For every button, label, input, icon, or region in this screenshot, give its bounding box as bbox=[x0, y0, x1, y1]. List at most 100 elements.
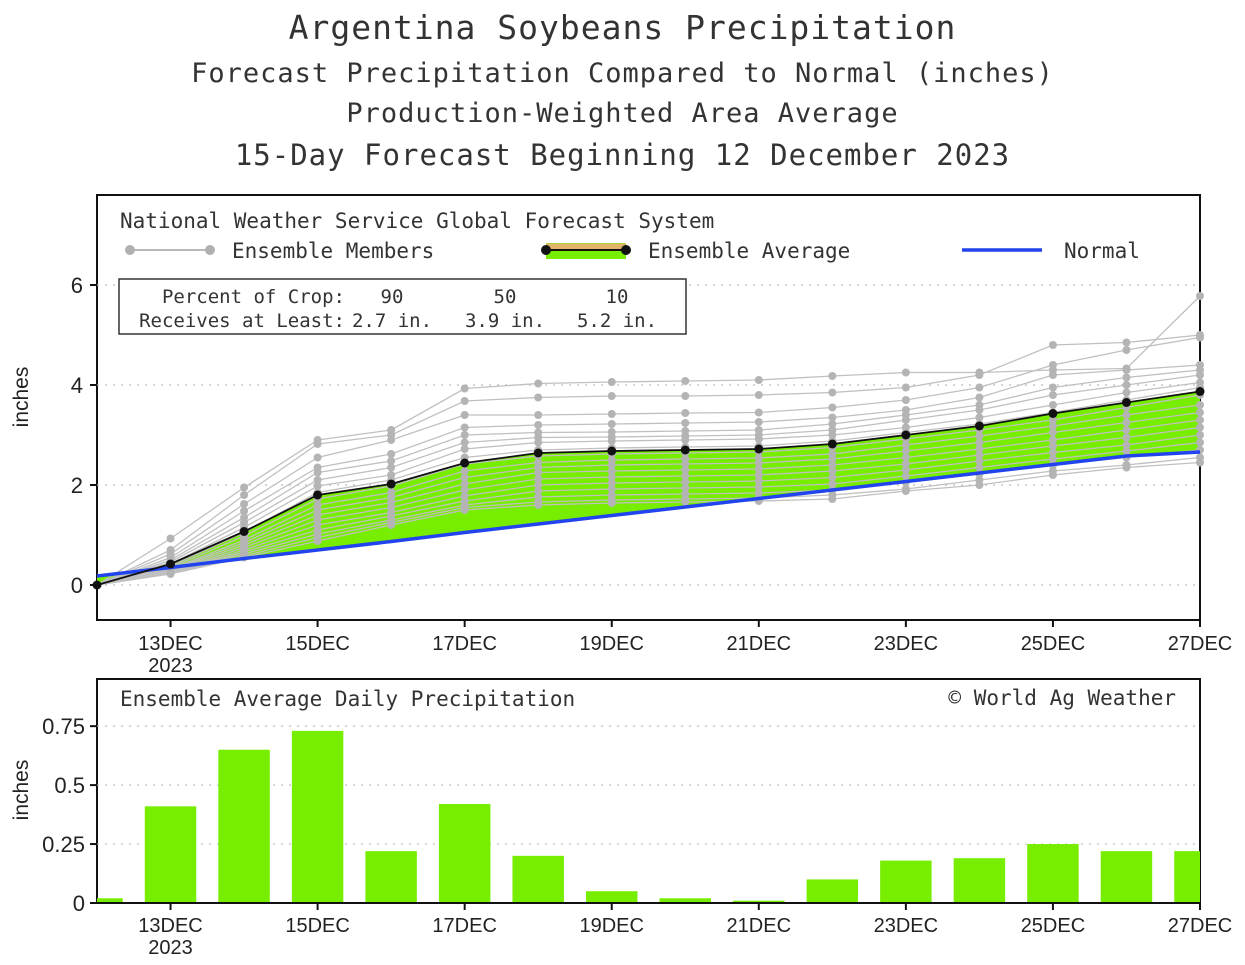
ensemble-member-point bbox=[1196, 423, 1204, 432]
ensemble-member-point bbox=[460, 411, 469, 419]
y-axis-label: inches bbox=[10, 367, 33, 428]
ensemble-member-point bbox=[1196, 431, 1204, 439]
ensemble-member-point bbox=[460, 431, 469, 439]
ensemble-member-point bbox=[607, 461, 616, 469]
ensemble-member-point bbox=[1048, 416, 1057, 424]
x-tick-label: 27DEC bbox=[1168, 633, 1232, 655]
ensemble-average-point bbox=[680, 445, 690, 455]
ensemble-member-point bbox=[1122, 447, 1131, 455]
ensemble-member-point bbox=[681, 392, 690, 400]
x-tick-label: 25DEC bbox=[1021, 633, 1085, 655]
daily-panel-frame bbox=[96, 678, 1201, 904]
ensemble-member-point bbox=[975, 383, 984, 392]
ensemble-member-point bbox=[460, 480, 469, 488]
ensemble-member-line bbox=[96, 456, 1201, 586]
ensemble-member-line bbox=[96, 426, 1201, 586]
daily-bars-group bbox=[97, 730, 1200, 903]
chart-title: Argentina Soybeans Precipitation bbox=[288, 8, 957, 47]
ensemble-member-point bbox=[828, 420, 837, 428]
ensemble-member-point bbox=[1122, 388, 1131, 397]
x-tick-label: 19DEC bbox=[579, 915, 643, 937]
daily-precip-bar bbox=[733, 900, 785, 903]
ensemble-member-point bbox=[240, 483, 249, 492]
legend-members-label: Ensemble Members bbox=[232, 239, 434, 263]
ensemble-member-point bbox=[681, 377, 690, 385]
ensemble-member-point bbox=[754, 471, 763, 479]
ensemble-member-point bbox=[313, 537, 322, 545]
ensemble-member-point bbox=[681, 419, 690, 427]
x-year-label: 2023 bbox=[148, 655, 193, 677]
y-tick-label: 0 bbox=[73, 891, 85, 916]
ensemble-member-point bbox=[828, 467, 837, 475]
x-tick-label: 15DEC bbox=[285, 633, 349, 655]
ensemble-member-point bbox=[975, 432, 984, 440]
ensemble-member-point bbox=[1122, 373, 1131, 382]
ensemble-member-point bbox=[975, 393, 984, 402]
ensemble-member-point bbox=[828, 495, 837, 503]
ensemble-member-point bbox=[828, 480, 837, 488]
ensemble-member-line bbox=[96, 295, 1201, 586]
y-tick-label: 6 bbox=[71, 273, 83, 298]
ensemble-member-point bbox=[1196, 438, 1204, 447]
daily-precip-bar bbox=[1027, 844, 1079, 903]
ensemble-member-point bbox=[460, 445, 469, 453]
ensemble-member-point bbox=[828, 413, 837, 422]
legend-average-key bbox=[541, 243, 631, 259]
chart-subtitle-forecast-period: 15-Day Forecast Beginning 12 December 20… bbox=[234, 138, 1011, 172]
ensemble-member-point bbox=[534, 438, 543, 447]
ensemble-member-point bbox=[1196, 292, 1204, 300]
ensemble-member-point bbox=[975, 451, 984, 459]
ensemble-member-point bbox=[240, 507, 249, 515]
ensemble-member-line bbox=[96, 336, 1201, 586]
ensemble-member-point bbox=[1122, 426, 1131, 434]
x-tick-label: 23DEC bbox=[874, 915, 938, 937]
ensemble-member-point bbox=[1048, 371, 1057, 379]
ensemble-member-point bbox=[607, 378, 616, 386]
ensemble-member-line bbox=[96, 441, 1201, 586]
crop-row1-label: Percent of Crop: bbox=[162, 286, 345, 308]
ensemble-member-point bbox=[1048, 471, 1057, 479]
ensemble-member-point bbox=[754, 391, 763, 399]
daily-precip-bar bbox=[1100, 851, 1153, 903]
ensemble-member-point bbox=[387, 521, 396, 529]
daily-precip-bar bbox=[365, 851, 417, 903]
ensemble-member-point bbox=[460, 473, 469, 482]
ensemble-member-point bbox=[681, 472, 690, 480]
ensemble-member-line bbox=[96, 369, 1201, 586]
ensemble-member-point bbox=[460, 397, 469, 405]
ensemble-member-line bbox=[96, 334, 1201, 586]
ensemble-member-point bbox=[1196, 458, 1204, 467]
ensemble-member-point bbox=[901, 368, 910, 377]
ensemble-member-point bbox=[681, 498, 690, 506]
ensemble-member-point bbox=[166, 570, 175, 578]
ensemble-member-point bbox=[1048, 391, 1057, 399]
x-tick-label: 13DEC bbox=[138, 633, 202, 655]
ensemble-member-point bbox=[1122, 441, 1131, 449]
ensemble-member-point bbox=[166, 534, 175, 543]
x-tick-label: 17DEC bbox=[432, 915, 496, 937]
ensemble-member-point bbox=[460, 467, 469, 475]
ensemble-member-point bbox=[534, 411, 543, 419]
daily-precip-bar bbox=[659, 898, 712, 903]
ensemble-member-point bbox=[534, 501, 543, 509]
ensemble-member-point bbox=[901, 460, 910, 468]
ensemble-member-point bbox=[534, 421, 543, 429]
ensemble-member-point bbox=[681, 460, 690, 468]
ensemble-member-point bbox=[1122, 381, 1131, 389]
ensemble-member-point bbox=[828, 403, 837, 412]
daily-precip-bar bbox=[806, 879, 859, 903]
legend-average-dot-end bbox=[621, 245, 631, 255]
x-tick-label: 13DEC bbox=[138, 915, 202, 937]
chart-subtitle-units: Forecast Precipitation Compared to Norma… bbox=[191, 58, 1054, 89]
daily-precip-bar bbox=[144, 806, 197, 903]
ensemble-member-point bbox=[534, 393, 543, 402]
ensemble-member-line bbox=[96, 364, 1201, 586]
daily-precip-bar bbox=[438, 803, 491, 903]
ensemble-member-point bbox=[313, 453, 322, 462]
crop-row1-value-10: 10 bbox=[606, 286, 629, 308]
ensemble-member-line bbox=[96, 381, 1201, 586]
y-tick-label: 0.75 bbox=[42, 714, 85, 739]
ensemble-member-point bbox=[681, 478, 690, 486]
ensemble-member-point bbox=[240, 500, 249, 508]
ensemble-member-point bbox=[607, 473, 616, 481]
